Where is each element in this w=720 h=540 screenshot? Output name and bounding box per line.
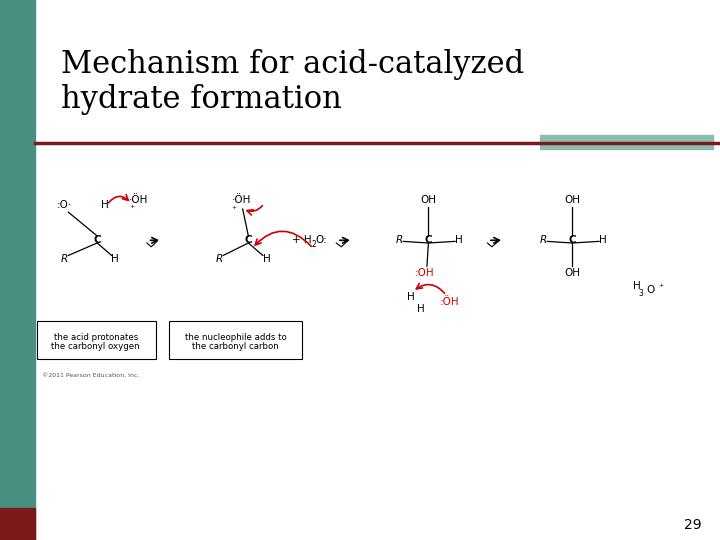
- Text: OH: OH: [564, 195, 580, 205]
- FancyBboxPatch shape: [169, 321, 302, 359]
- Text: + H: + H: [292, 235, 311, 245]
- Text: the acid protonates: the acid protonates: [53, 333, 138, 342]
- Text: H: H: [407, 292, 414, 302]
- Text: H: H: [112, 254, 119, 264]
- Text: Mechanism for acid-catalyzed
hydrate formation: Mechanism for acid-catalyzed hydrate for…: [61, 49, 524, 116]
- Text: C: C: [94, 235, 101, 245]
- Text: +: +: [658, 282, 664, 288]
- Text: H: H: [263, 254, 270, 264]
- Text: 3: 3: [639, 289, 643, 298]
- Text: 29: 29: [685, 518, 702, 532]
- Bar: [540, 135, 713, 148]
- Text: H: H: [101, 200, 108, 210]
- Text: 2: 2: [312, 240, 317, 248]
- Text: H: H: [599, 235, 606, 245]
- Text: R: R: [540, 235, 547, 245]
- Text: C: C: [569, 235, 576, 245]
- Text: +: +: [129, 204, 135, 210]
- Text: :OH: :OH: [415, 268, 435, 278]
- Bar: [0, 0, 35, 540]
- Text: C: C: [245, 235, 252, 245]
- Text: ·ÖH: ·ÖH: [232, 195, 251, 205]
- Text: R: R: [61, 254, 68, 264]
- FancyBboxPatch shape: [37, 321, 156, 359]
- Text: C: C: [425, 235, 432, 245]
- Text: :ÖH: :ÖH: [440, 298, 460, 307]
- Bar: [0, 508, 35, 540]
- Text: H: H: [418, 305, 425, 314]
- Text: R: R: [216, 254, 223, 264]
- Text: the carbonyl carbon: the carbonyl carbon: [192, 342, 279, 351]
- Text: H: H: [455, 235, 462, 245]
- Text: O:: O:: [315, 235, 327, 245]
- Text: :O·: :O·: [57, 200, 73, 210]
- Text: O: O: [646, 285, 654, 295]
- Text: OH: OH: [420, 195, 436, 205]
- Text: the nucleophile adds to: the nucleophile adds to: [184, 333, 287, 342]
- Text: ·ÖH: ·ÖH: [130, 195, 148, 205]
- Text: ©2011 Pearson Education, Inc.: ©2011 Pearson Education, Inc.: [42, 373, 139, 378]
- Text: +: +: [231, 205, 237, 211]
- Text: H: H: [634, 281, 641, 291]
- Text: the carbonyl oxygen: the carbonyl oxygen: [51, 342, 140, 351]
- Text: OH: OH: [564, 268, 580, 278]
- Text: R: R: [396, 235, 403, 245]
